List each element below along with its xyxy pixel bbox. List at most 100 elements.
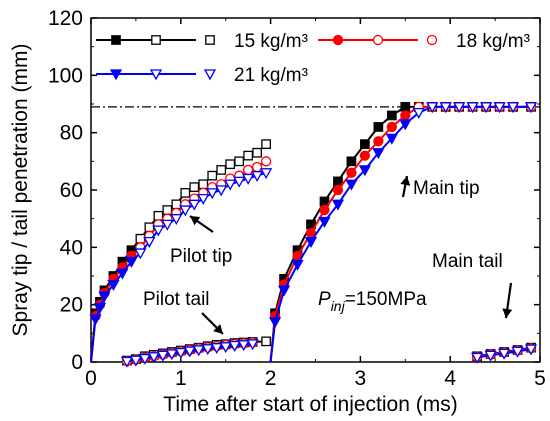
data-point xyxy=(246,339,259,351)
x-tick-label: 1 xyxy=(175,367,187,390)
legend-label: 15 kg/m³ xyxy=(234,31,308,52)
x-tick-label: 2 xyxy=(265,367,277,390)
data-point xyxy=(116,268,129,280)
data-point xyxy=(333,176,343,187)
y-tick-label: 0 xyxy=(71,351,83,374)
data-point xyxy=(260,168,273,180)
data-point xyxy=(524,102,538,114)
data-point xyxy=(170,214,183,226)
data-point xyxy=(358,165,371,177)
data-point xyxy=(497,348,511,360)
data-point xyxy=(242,173,255,185)
data-point xyxy=(345,179,358,191)
data-point xyxy=(93,302,107,314)
data-point xyxy=(156,350,169,362)
annotation-part: =150MPa xyxy=(345,289,427,310)
data-point xyxy=(506,102,520,114)
data-point xyxy=(206,188,219,200)
annotation-label: Main tip xyxy=(413,178,480,199)
legend-label: 18 kg/m³ xyxy=(456,31,530,52)
data-point xyxy=(268,317,282,329)
data-point xyxy=(319,204,330,216)
legend: 15 kg/m³ 18 kg/m³ 21 kg/m³ xyxy=(96,31,530,86)
data-point xyxy=(129,355,143,367)
data-point xyxy=(134,248,147,260)
data-point xyxy=(373,122,384,132)
data-point xyxy=(144,222,155,233)
x-tick-label: 5 xyxy=(534,367,546,390)
annotation-part: P xyxy=(318,289,331,310)
data-point xyxy=(373,136,384,147)
data-point xyxy=(237,340,250,352)
data-point xyxy=(215,185,228,197)
data-point xyxy=(360,139,370,149)
x-tick-label: 0 xyxy=(85,367,97,390)
data-point xyxy=(480,102,493,114)
data-point xyxy=(242,164,254,176)
data-point xyxy=(400,110,411,121)
data-point xyxy=(346,156,357,167)
data-point xyxy=(386,110,397,121)
legend-marker-filled xyxy=(109,69,123,81)
data-point xyxy=(120,356,134,368)
data-point xyxy=(304,236,318,248)
y-tick-label: 40 xyxy=(60,236,83,259)
data-point xyxy=(318,216,331,228)
data-point xyxy=(291,259,304,271)
x-tick-label: 3 xyxy=(355,367,367,390)
legend-marker-open xyxy=(151,35,161,45)
x-tick-label: 4 xyxy=(444,367,456,390)
annotation-subscript: inj xyxy=(331,298,346,314)
data-point xyxy=(180,188,191,198)
data-point xyxy=(261,336,271,347)
data-point xyxy=(412,107,425,119)
data-point xyxy=(162,205,173,215)
data-point xyxy=(192,345,205,357)
data-point xyxy=(228,341,241,352)
y-tick-label: 100 xyxy=(48,64,83,87)
data-point xyxy=(524,344,538,356)
data-point xyxy=(147,352,160,364)
data-point xyxy=(143,236,156,248)
data-point xyxy=(152,225,165,237)
legend-marker-open xyxy=(149,69,163,81)
annotation-label: Pilot tail xyxy=(143,289,210,310)
data-point xyxy=(261,139,271,149)
data-point xyxy=(439,102,452,114)
data-point xyxy=(224,179,237,191)
data-point xyxy=(135,233,146,244)
data-point xyxy=(426,102,439,114)
y-axis-title: Spray tip / tail penetration (mm) xyxy=(9,44,32,337)
data-point xyxy=(511,346,524,358)
data-point xyxy=(277,285,291,297)
data-point xyxy=(197,193,210,205)
data-point xyxy=(331,199,345,211)
data-point xyxy=(346,167,357,178)
data-point xyxy=(89,314,102,326)
data-point xyxy=(260,156,272,167)
data-point xyxy=(372,148,385,160)
legend-marker-open xyxy=(372,34,384,46)
annotation-arrowhead xyxy=(190,216,201,226)
data-point xyxy=(198,179,209,190)
data-point xyxy=(171,199,182,210)
data-point xyxy=(183,346,196,358)
data-point xyxy=(251,171,264,183)
data-point xyxy=(332,184,344,196)
axes: 0 1 2 3 4 5 0 20 40 60 80 100 120 Time after start of… xyxy=(9,7,546,416)
data-point xyxy=(233,176,246,188)
data-point xyxy=(138,353,151,365)
data-point xyxy=(359,150,371,161)
data-point xyxy=(210,343,223,355)
data-point xyxy=(189,182,200,192)
y-tick-label: 20 xyxy=(60,294,83,317)
data-point xyxy=(386,121,397,133)
data-point xyxy=(216,165,227,175)
data-point xyxy=(234,156,245,167)
legend-marker-filled xyxy=(332,34,344,46)
series-group xyxy=(89,101,538,368)
data-point xyxy=(484,350,497,362)
data-point xyxy=(179,205,192,217)
legend-item: 21 kg/m³ xyxy=(96,65,308,86)
